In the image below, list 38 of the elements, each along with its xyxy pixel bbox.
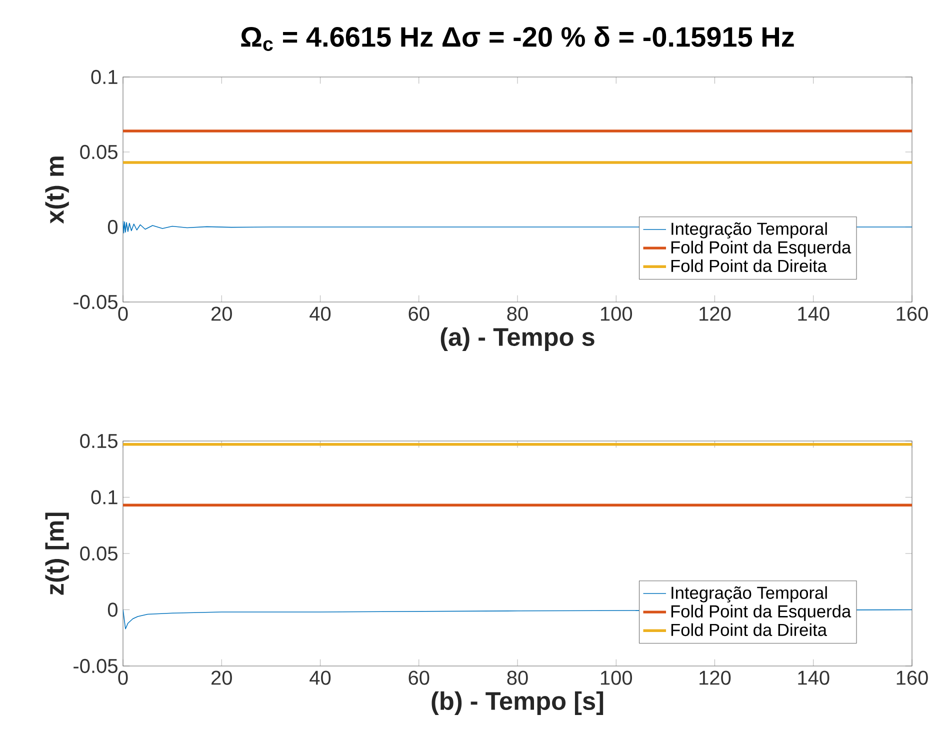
- legend-label: Integração Temporal: [672, 586, 827, 602]
- chart-title: Ω$_{c}$ = 4.6615 Hz Δσ = -20 % δ = -0.15915 Hz: [241, 26, 794, 51]
- y-tick-label: 0.05: [80, 546, 118, 561]
- x-tick-label: 160: [896, 670, 928, 685]
- x-tick-label: 140: [798, 670, 830, 685]
- legend-label: Fold Point da Esquerda: [671, 604, 852, 621]
- x-tick-label: 120: [700, 670, 731, 685]
- y-axis-title: z(t) [m]: [45, 512, 69, 595]
- legend-label: Fold Point da Esquerda: [671, 240, 852, 257]
- x-tick-label: 120: [700, 306, 731, 321]
- x-tick-label: 140: [798, 306, 830, 321]
- x-axis-title: (a) - Tempo s: [440, 327, 594, 351]
- x-tick-label: 20: [212, 670, 232, 685]
- y-tick-label: 0: [108, 602, 118, 617]
- y-tick-label: 0: [108, 220, 118, 234]
- x-tick-label: 60: [408, 306, 430, 321]
- x-tick-label: 40: [310, 670, 331, 685]
- x-tick-label: 100: [600, 306, 632, 321]
- legend-label: Fold Point da Direita: [671, 623, 828, 636]
- x-tick-label: 0: [118, 670, 128, 685]
- x-axis-title: (b) - Tempo [s]: [432, 691, 604, 715]
- x-tick-label: 0: [118, 306, 128, 321]
- x-tick-label: 100: [600, 670, 632, 685]
- x-tick-label: 60: [408, 670, 430, 685]
- y-tick-label: 0.1: [91, 490, 118, 504]
- x-tick-label: 80: [507, 306, 528, 321]
- y-tick-label: 0.15: [80, 434, 118, 448]
- x-tick-label: 40: [310, 306, 331, 321]
- x-tick-label: 80: [507, 670, 528, 685]
- x-tick-label: 160: [896, 306, 928, 321]
- y-tick-label: -0.05: [74, 658, 118, 674]
- y-tick-label: 0.05: [80, 144, 118, 160]
- y-tick-label: -0.05: [74, 294, 118, 310]
- x-tick-label: 20: [212, 306, 232, 321]
- y-axis-title: x(t) m: [45, 156, 69, 224]
- y-tick-label: 0.1: [91, 70, 118, 84]
- legend-label: Integração Temporal: [672, 222, 827, 238]
- legend-label: Fold Point da Direita: [671, 259, 828, 272]
